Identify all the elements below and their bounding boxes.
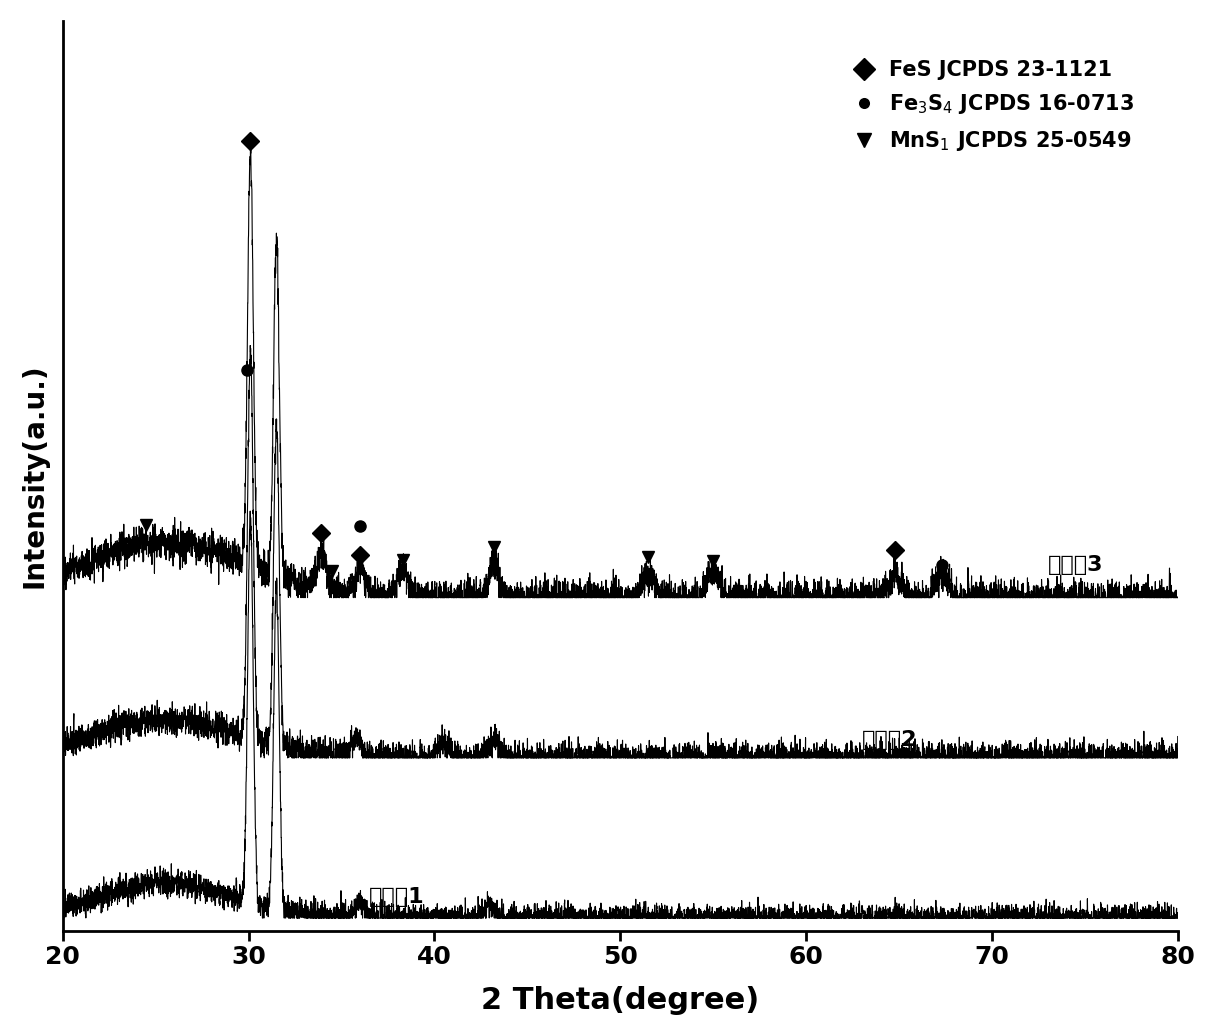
- Y-axis label: Intensity(a.u.): Intensity(a.u.): [21, 364, 49, 588]
- X-axis label: 2 Theta(degree): 2 Theta(degree): [482, 986, 759, 1015]
- Text: 实施例2: 实施例2: [862, 730, 917, 750]
- Text: 实施例1: 实施例1: [370, 887, 424, 906]
- Text: 实施例3: 实施例3: [1048, 555, 1103, 575]
- Legend: FeS JCPDS 23-1121, Fe$_3$S$_4$ JCPDS 16-0713, MnS$_1$ JCPDS 25-0549: FeS JCPDS 23-1121, Fe$_3$S$_4$ JCPDS 16-…: [841, 50, 1145, 164]
